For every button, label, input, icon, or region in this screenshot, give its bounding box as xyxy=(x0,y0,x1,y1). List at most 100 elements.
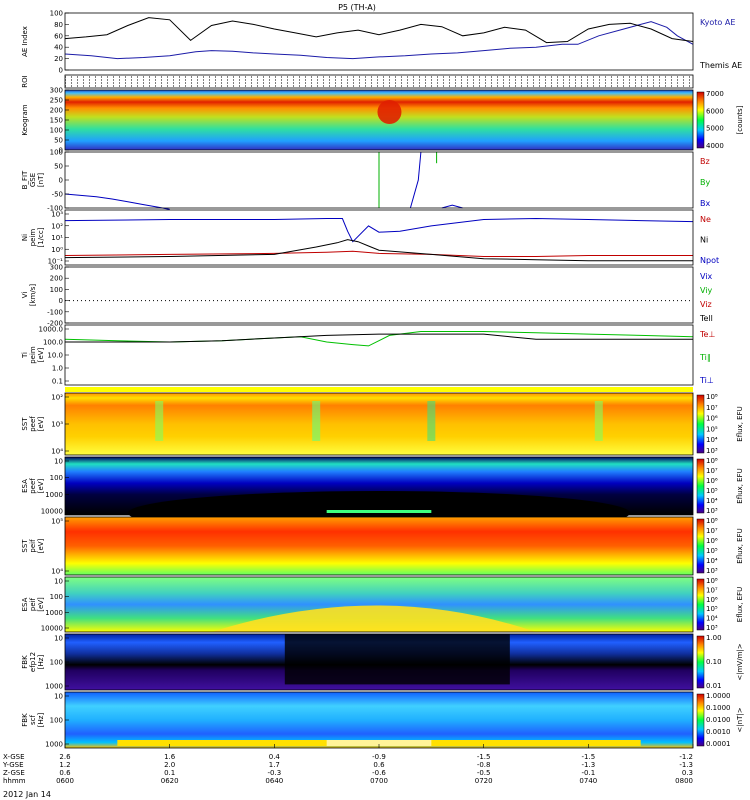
ni-legend-entry: Ne xyxy=(700,215,711,224)
position-row-value: 1.2 xyxy=(59,761,70,769)
sst_e-colorbar xyxy=(696,394,705,454)
fbk_b-colorbar-tick: 0.0010 xyxy=(706,728,731,736)
ni-ylabel2: peim xyxy=(29,229,37,247)
position-row-value: -0.6 xyxy=(372,769,386,777)
fbk_e-colorbar xyxy=(696,635,705,689)
bfit-legend-entry: Bz xyxy=(700,157,710,166)
esa_i-colorbar-tick: 10⁷ xyxy=(706,586,718,594)
vi-tick-label: 300 xyxy=(50,264,63,272)
bfit-series-bx xyxy=(64,193,170,210)
position-row-value: -0.1 xyxy=(581,769,595,777)
fbk_e-tick-label: 10 xyxy=(54,635,63,643)
esa_i-colorbar-tick: 10⁶ xyxy=(706,596,718,604)
keogram-colorbar-tick: 5000 xyxy=(706,125,724,133)
bfit-legend-entry: Bx xyxy=(700,199,710,208)
fbk_b-colorbar-tick: 0.1000 xyxy=(706,704,731,712)
esa_i-colorbar xyxy=(696,578,705,631)
ni-tick-label: 10³ xyxy=(51,211,63,219)
ti-tick-label: 1000.0 xyxy=(39,326,64,334)
sst_e-ylabel: SST xyxy=(21,417,29,431)
esa_e-units: [eV] xyxy=(37,478,45,493)
esa_e-colorbar-label: Eflux, EFU xyxy=(736,468,744,503)
sst_e-tick-label: 10⁴ xyxy=(51,448,63,456)
position-row-label: Z-GSE xyxy=(3,769,25,777)
keogram-heatmap xyxy=(65,90,693,150)
roi-frame xyxy=(64,74,694,89)
fbk_e-units: [Hz] xyxy=(37,655,45,670)
sst_e-tick-label: 10² xyxy=(51,394,63,402)
esa_i-colorbar-label: Eflux, EFU xyxy=(736,587,744,622)
fbk_b-colorbar xyxy=(696,693,705,747)
date-label: 2012 Jan 14 xyxy=(3,790,51,799)
keogram-tick-label: 200 xyxy=(50,107,63,115)
ae-legend-entry: Themis AE xyxy=(699,61,742,70)
ae-legend-entry: Kyoto AE xyxy=(700,18,735,27)
fbk_b-colorbar-tick: 1.0000 xyxy=(706,692,731,700)
sst_e-ylabel2: peef xyxy=(29,416,37,432)
sst-e-patch xyxy=(155,401,164,441)
esa_e-tick-label: 100 xyxy=(50,474,63,482)
sst_i-colorbar-tick: 10⁵ xyxy=(706,547,718,555)
keogram-colorbar xyxy=(696,91,705,149)
position-row-value: -0.8 xyxy=(477,761,491,769)
esa_i-units: [eV] xyxy=(37,597,45,612)
position-row-value: -1.2 xyxy=(679,753,693,761)
sst_i-units: [eV] xyxy=(37,538,45,553)
plot-title: P5 (TH-A) xyxy=(338,3,376,12)
bfit-tick-label: 100 xyxy=(50,149,63,157)
fbk_e-tick-label: 100 xyxy=(50,659,63,667)
sst-e-patch xyxy=(312,401,321,441)
sst_i-tick-label: 10⁴ xyxy=(51,568,63,576)
position-row-value: -1.3 xyxy=(581,761,595,769)
sst_e-colorbar-tick: 10³ xyxy=(706,447,718,455)
bfit-series-bx xyxy=(441,204,463,209)
sst_i-frame xyxy=(64,516,694,576)
ti-tick-label: 10.0 xyxy=(47,352,63,360)
esa_e-colorbar-tick: 10⁶ xyxy=(706,477,718,485)
position-row-value: 0720 xyxy=(475,777,493,785)
sst-e-patch xyxy=(594,401,603,441)
vi-legend-entry: Viz xyxy=(700,300,712,309)
keogram-tick-label: 150 xyxy=(50,117,63,125)
vi-ylabel: Vi xyxy=(21,292,29,299)
ni-tick-label: 10¹ xyxy=(51,234,63,242)
ae-series-kyotoae xyxy=(64,21,694,60)
vi-frame xyxy=(64,266,694,324)
ae-tick-label: 100 xyxy=(50,10,63,18)
keogram-bright-spot xyxy=(377,100,402,124)
keogram-tick-label: 250 xyxy=(50,97,63,105)
sst_e-colorbar-tick: 10⁶ xyxy=(706,415,718,423)
position-row-value: 0.6 xyxy=(373,761,385,769)
esa_i-colorbar-tick: 10⁴ xyxy=(706,615,718,623)
position-row-value: -1.5 xyxy=(477,753,491,761)
sst-e-patch xyxy=(427,401,436,441)
fbk_e-colorbar-tick: 1.00 xyxy=(706,634,722,642)
vi-units: [km/s] xyxy=(29,284,37,307)
esa_e-tick-label: 10 xyxy=(54,458,63,466)
keogram-colorbar-label: [counts] xyxy=(736,105,744,134)
sst_i-heatmap xyxy=(65,517,693,575)
sst_e-colorbar-tick: 10⁸ xyxy=(706,393,718,401)
ti-ylabel: Ti xyxy=(21,352,29,359)
ae-tick-label: 80 xyxy=(54,21,63,29)
sst_i-ylabel: SST xyxy=(21,539,29,553)
bfit-ylabel2: GSE xyxy=(29,173,37,187)
esa_e-ylabel: ESA xyxy=(21,479,29,493)
fbk_b-heatmap xyxy=(65,692,693,748)
ti-ylabel2: peim xyxy=(29,346,37,364)
bfit-tick-label: 0 xyxy=(59,177,63,185)
ae-tick-label: 0 xyxy=(59,67,63,75)
position-row-value: 0700 xyxy=(370,777,388,785)
fbk_b-colorbar-label: <|nT|> xyxy=(736,707,744,732)
ti-tick-label: 0.1 xyxy=(52,378,63,386)
bfit-tick-label: 50 xyxy=(54,163,63,171)
vi-tick-label: -200 xyxy=(47,320,63,328)
fbk_e-colorbar-tick: 0.01 xyxy=(706,682,722,690)
sst_i-colorbar-tick: 10⁸ xyxy=(706,517,718,525)
ni-legend-entry: Ni xyxy=(700,236,708,245)
position-row-value: 1.7 xyxy=(269,761,280,769)
keogram-colorbar-tick: 7000 xyxy=(706,90,724,98)
fbk_b-tick-label: 100 xyxy=(50,717,63,725)
keogram-tick-label: 50 xyxy=(54,137,63,145)
